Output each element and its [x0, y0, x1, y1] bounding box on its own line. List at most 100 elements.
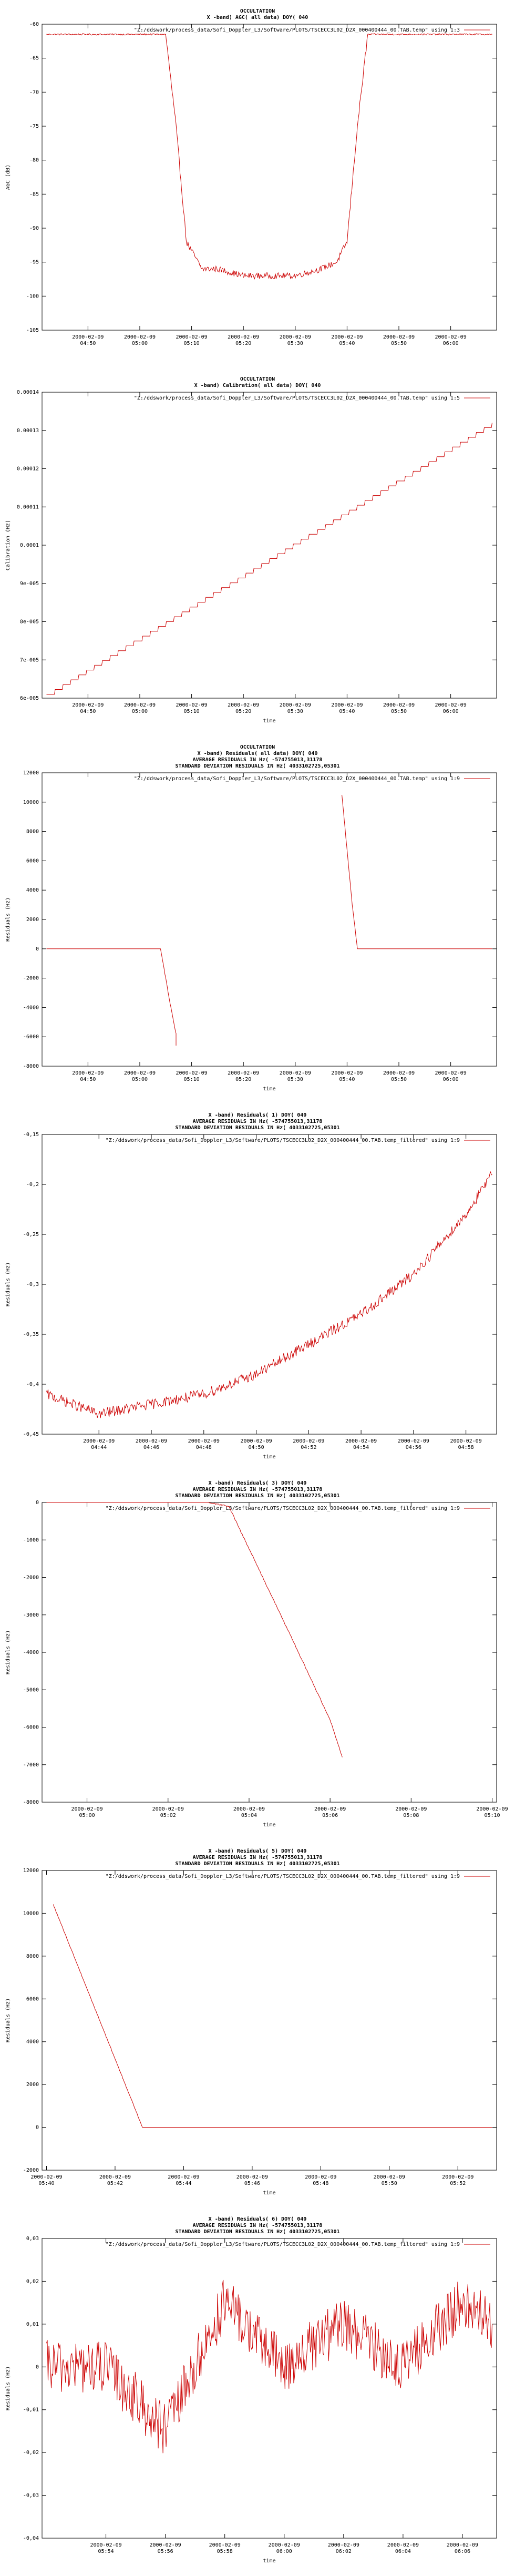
series-line	[46, 948, 177, 1046]
x-tick-label-time: 05:58	[217, 2549, 233, 2554]
x-tick-label-date: 2000-02-09	[228, 1070, 259, 1076]
x-tick-label-time: 05:20	[235, 709, 251, 714]
chart-title-line: X -band) Residuals( 1) DOY( 040	[209, 1112, 307, 1118]
y-tick-label: 10000	[23, 1910, 39, 1916]
x-tick-label-time: 05:44	[176, 2181, 191, 2186]
x-tick-label-date: 2000-02-09	[314, 1806, 346, 1812]
x-tick-label-date: 2000-02-09	[442, 2174, 473, 2180]
y-tick-label: -0,03	[23, 2493, 39, 2499]
y-tick-label: 6000	[26, 1996, 39, 2002]
y-tick-label: 0	[36, 2125, 39, 2131]
x-tick-label-time: 04:56	[406, 1445, 421, 1450]
x-tick-label-date: 2000-02-09	[331, 334, 363, 340]
x-tick-label-date: 2000-02-09	[435, 1070, 467, 1076]
chart-title-line: STANDARD DEVIATION RESIDUALS IN Hz( 4033…	[175, 2229, 339, 2235]
legend-entry: "Z:/ddswork/process_data/Sofi_Doppler_L3…	[106, 1138, 460, 1143]
chart-panel-7: X -band) Residuals( 6) DOY( 040 AVERAGE R…	[0, 2208, 515, 2576]
chart-title-line: STANDARD DEVIATION RESIDUALS IN Hz( 4033…	[175, 1125, 339, 1131]
y-tick-label: -6000	[23, 1034, 39, 1040]
x-tick-label-time: 05:50	[391, 1077, 407, 1082]
y-tick-label: 0,03	[26, 2236, 39, 2242]
y-tick-label: 0.00013	[17, 428, 39, 434]
plot-frame	[42, 392, 497, 699]
x-tick-label-date: 2000-02-09	[72, 702, 104, 708]
y-axis-label: Residuals (Hz)	[5, 1262, 11, 1306]
y-tick-label: -0,02	[23, 2450, 39, 2456]
x-tick-label-time: 06:06	[455, 2549, 470, 2554]
chart-panel-6: X -band) Residuals( 5) DOY( 040 AVERAGE R…	[0, 1840, 515, 2208]
plot-frame	[42, 1870, 497, 2171]
x-tick-label-time: 04:50	[249, 1445, 264, 1450]
x-tick-label-date: 2000-02-09	[293, 1438, 324, 1444]
x-tick-label-date: 2000-02-09	[383, 334, 415, 340]
y-tick-label: -60	[29, 22, 39, 27]
x-tick-label-time: 05:20	[235, 1077, 251, 1082]
chart-title-line: OCCULTATION	[240, 376, 275, 382]
x-tick-label-date: 2000-02-09	[233, 1806, 265, 1812]
x-tick-label-time: 05:20	[235, 341, 251, 346]
chart-title-line: AVERAGE RESIDUALS IN Hz( -574755013,3117…	[193, 1487, 323, 1493]
x-tick-label-time: 04:54	[353, 1445, 369, 1450]
y-tick-label: -70	[29, 89, 39, 95]
y-tick-label: 6000	[26, 858, 39, 864]
y-axis-label: Calibration (Hz)	[5, 520, 11, 570]
x-tick-label-time: 05:00	[132, 1077, 148, 1082]
chart-title-line: X -band) Residuals( all data) DOY( 040	[198, 750, 318, 757]
x-tick-label-time: 05:40	[38, 2181, 54, 2186]
x-tick-label-date: 2000-02-09	[71, 1806, 102, 1812]
series-line	[46, 33, 492, 280]
y-tick-label: -0,25	[23, 1232, 39, 1238]
plot-frame	[42, 772, 497, 1067]
x-tick-label-date: 2000-02-09	[124, 702, 156, 708]
x-axis-label: time	[263, 1454, 275, 1460]
x-tick-label-time: 06:04	[395, 2549, 411, 2554]
x-tick-label-date: 2000-02-09	[152, 1806, 184, 1812]
x-tick-label-time: 05:48	[313, 2181, 328, 2186]
x-tick-label-time: 04:50	[80, 709, 96, 714]
chart-title-line: OCCULTATION	[240, 744, 275, 750]
x-tick-label-date: 2000-02-09	[168, 2174, 199, 2180]
x-tick-label-time: 04:50	[80, 341, 96, 346]
chart-title-line: AVERAGE RESIDUALS IN Hz( -574755013,3117…	[193, 1119, 323, 1125]
y-tick-label: -6000	[23, 1725, 39, 1731]
x-tick-label-date: 2000-02-09	[72, 1070, 104, 1076]
y-tick-label: -100	[26, 293, 39, 299]
chart-title-line: STANDARD DEVIATION RESIDUALS IN Hz( 4033…	[175, 1861, 339, 1867]
x-tick-label-time: 05:06	[322, 1813, 338, 1818]
x-tick-label-date: 2000-02-09	[331, 702, 363, 708]
x-tick-label-date: 2000-02-09	[176, 702, 207, 708]
chart-title-line: STANDARD DEVIATION RESIDUALS IN Hz( 4033…	[175, 763, 339, 769]
y-tick-label: 0	[36, 946, 39, 952]
x-tick-label-time: 05:10	[184, 1077, 200, 1082]
x-tick-label-date: 2000-02-09	[83, 1438, 115, 1444]
y-tick-label: 12000	[23, 1868, 39, 1874]
y-tick-label: -4000	[23, 1005, 39, 1010]
x-tick-label-time: 05:50	[391, 341, 407, 346]
y-axis-label: Residuals (Hz)	[5, 2366, 11, 2410]
x-tick-label-date: 2000-02-09	[374, 2174, 405, 2180]
y-tick-label: 6e-005	[20, 696, 39, 701]
y-tick-label: -80	[29, 158, 39, 163]
y-tick-label: -0,4	[26, 1382, 39, 1387]
y-tick-label: -0,04	[23, 2536, 39, 2541]
chart-panel-5: X -band) Residuals( 3) DOY( 040 AVERAGE R…	[0, 1472, 515, 1840]
x-tick-label-time: 04:46	[143, 1445, 159, 1450]
x-tick-label-date: 2000-02-09	[228, 702, 259, 708]
y-tick-label: -8000	[23, 1064, 39, 1069]
x-tick-label-date: 2000-02-09	[72, 334, 104, 340]
x-tick-label-time: 06:02	[336, 2549, 352, 2554]
x-tick-label-date: 2000-02-09	[99, 2174, 131, 2180]
y-tick-label: -0,2	[26, 1182, 39, 1188]
y-tick-label: -8000	[23, 1800, 39, 1805]
chart-title-line: AVERAGE RESIDUALS IN Hz( -574755013,3117…	[193, 2223, 323, 2229]
y-tick-label: -2000	[23, 2168, 39, 2173]
x-tick-label-time: 05:00	[132, 341, 148, 346]
y-tick-label: -65	[29, 56, 39, 62]
x-tick-label-date: 2000-02-09	[90, 2542, 121, 2548]
x-tick-label-date: 2000-02-09	[188, 1438, 220, 1444]
series-line	[46, 1171, 492, 1418]
x-axis-label: time	[263, 2558, 275, 2564]
x-tick-label-time: 04:50	[80, 1077, 96, 1082]
x-tick-label-date: 2000-02-09	[447, 2542, 478, 2548]
